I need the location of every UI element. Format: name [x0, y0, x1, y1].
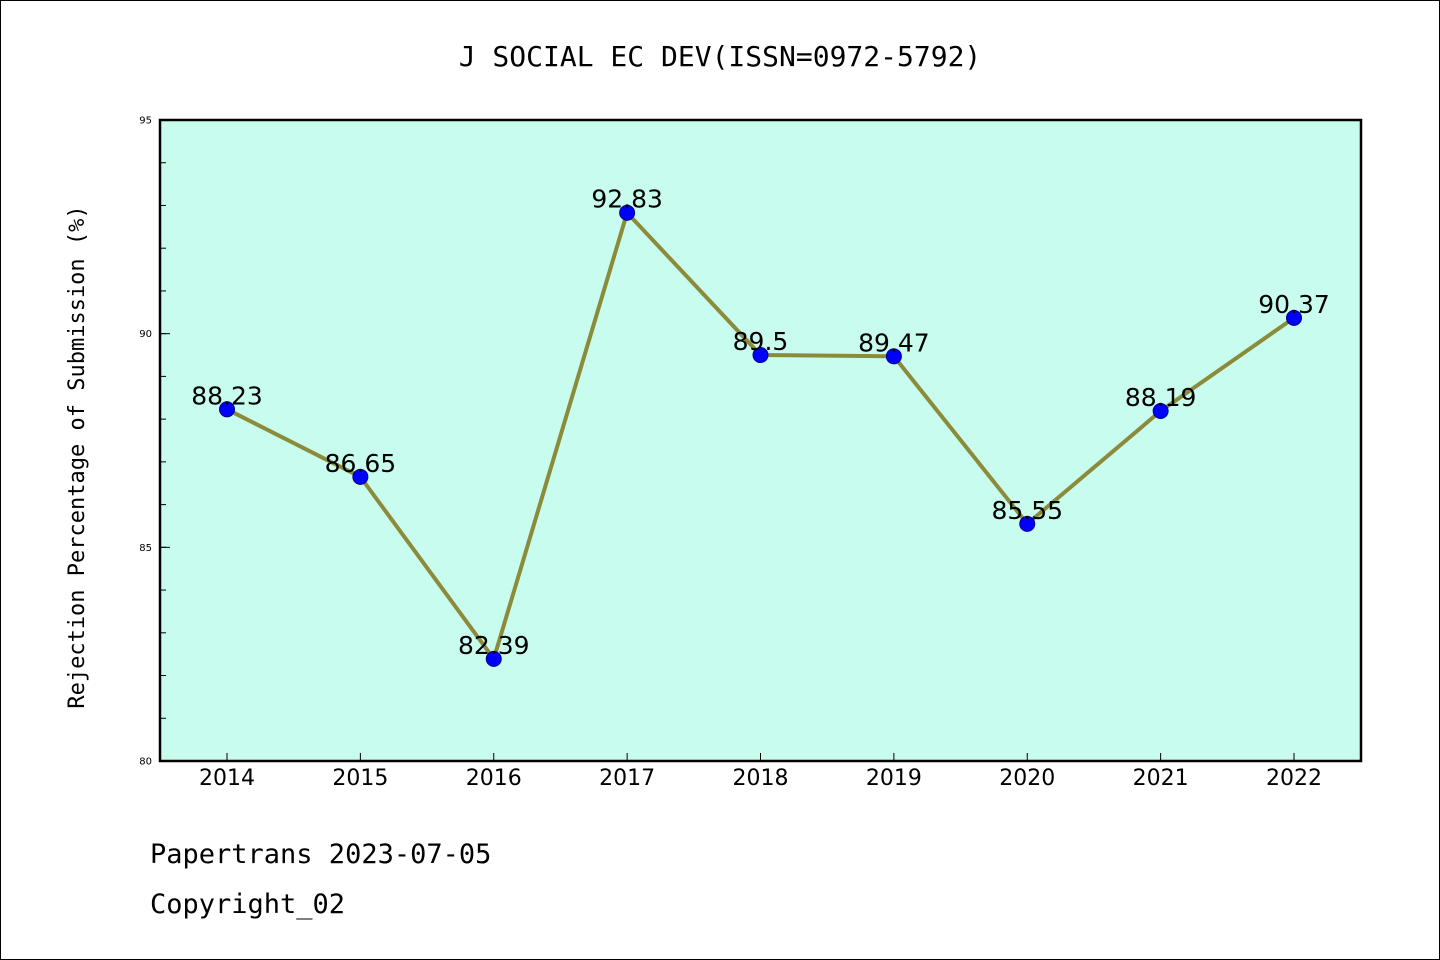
x-tick-label: 2020 — [999, 766, 1055, 791]
data-point — [352, 468, 369, 485]
y-tick-label: 85 — [139, 543, 152, 554]
x-tick-label: 2014 — [199, 766, 255, 791]
data-label: 92.83 — [591, 185, 663, 214]
data-label: 82.39 — [458, 631, 530, 660]
plot-area — [160, 120, 1361, 761]
data-point — [752, 347, 769, 364]
chart-title: J SOCIAL EC DEV(ISSN=0972-5792) — [459, 40, 982, 73]
data-label: 88.19 — [1125, 383, 1197, 412]
x-tick-label: 2016 — [466, 766, 522, 791]
x-tick-label: 2017 — [599, 766, 655, 791]
data-point — [219, 401, 235, 418]
data-point — [1019, 515, 1036, 532]
plot-border — [158, 118, 1363, 763]
data-point — [885, 348, 902, 365]
data-point — [485, 650, 502, 667]
x-tick-label: 2022 — [1266, 766, 1322, 791]
x-axis-ticks: 2014 2015 2016 2017 2018 2019 2020 2021 2022 — [199, 753, 1322, 791]
y-tick-label: 90 — [139, 329, 152, 340]
data-label: 86.65 — [325, 449, 397, 478]
x-tick-label: 2015 — [332, 766, 388, 791]
data-label: 85.55 — [991, 496, 1063, 525]
x-tick-label: 2019 — [866, 766, 922, 791]
x-tick-label: 2021 — [1133, 766, 1189, 791]
footer-copyright: Copyright_02 — [150, 889, 345, 920]
y-tick-label: 80 — [139, 757, 152, 768]
data-labels: 88.23 86.65 82.39 92.83 89.5 89.47 85.55 88.19 9… — [191, 185, 1330, 660]
x-tick-label: 2018 — [733, 766, 789, 791]
y-tick-label: 95 — [139, 116, 152, 127]
y-axis-label: Rejection Percentage of Submission (%) — [65, 205, 90, 708]
data-label: 88.23 — [191, 381, 263, 410]
data-series — [219, 204, 1302, 667]
data-label: 90.37 — [1258, 290, 1330, 319]
data-label: 89.5 — [733, 327, 789, 356]
data-point — [619, 204, 636, 221]
footer-date: Papertrans 2023-07-05 — [150, 839, 491, 870]
data-label: 89.47 — [858, 328, 930, 357]
data-point — [1152, 403, 1169, 420]
data-point — [1286, 309, 1302, 326]
